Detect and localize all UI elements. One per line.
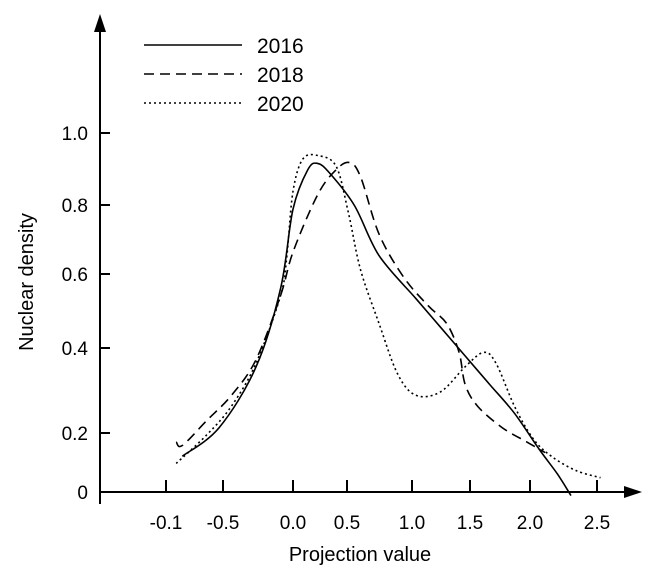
- x-tick-label-5: 1.5: [457, 513, 483, 534]
- x-tick-label-1: -0.5: [207, 513, 240, 534]
- series-line-2018: [175, 161, 546, 454]
- y-tick-label-5: 1.0: [62, 124, 88, 145]
- axes: [94, 14, 642, 504]
- legend-label-2018: 2018: [257, 64, 304, 87]
- y-axis-ticks: 0 0.2 0.4 0.6 0.8 1.0: [62, 124, 110, 504]
- series-line-2016: [181, 162, 572, 497]
- x-axis-arrowhead: [624, 486, 642, 498]
- y-axis-arrowhead: [94, 14, 106, 32]
- y-tick-label-4: 0.8: [62, 196, 88, 217]
- x-tick-label-2: 0.0: [280, 513, 306, 534]
- x-axis-ticks: -0.1 -0.5 0.0 0.5 1.0 1.5 2.0 2.5: [150, 480, 610, 534]
- x-tick-label-4: 1.0: [399, 513, 425, 534]
- legend-label-2020: 2020: [257, 93, 304, 116]
- x-tick-label-7: 2.5: [584, 513, 610, 534]
- x-tick-label-0: -0.1: [150, 513, 183, 534]
- legend-label-2016: 2016: [257, 35, 304, 58]
- series-line-2020: [175, 153, 601, 479]
- y-tick-label-0: 0: [77, 483, 88, 504]
- y-axis-title: Nuclear density: [16, 213, 38, 351]
- y-tick-label-2: 0.4: [62, 339, 89, 360]
- legend: 2016 2018 2020: [144, 35, 304, 116]
- x-axis-title: Projection value: [289, 544, 431, 566]
- x-tick-label-3: 0.5: [334, 513, 360, 534]
- y-tick-label-3: 0.6: [62, 265, 88, 286]
- y-tick-label-1: 0.2: [62, 424, 88, 445]
- series-layer: [175, 153, 601, 497]
- x-tick-label-6: 2.0: [517, 513, 543, 534]
